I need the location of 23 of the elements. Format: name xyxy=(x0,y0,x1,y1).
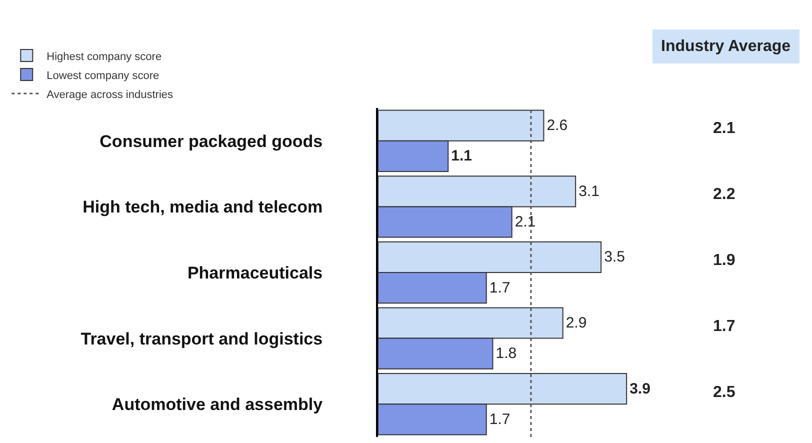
y-tick-label: Consumer packaged goods xyxy=(100,132,323,151)
text: 1.9 xyxy=(713,252,736,269)
text: 1.7 xyxy=(713,318,736,335)
data-label: 2.6 xyxy=(546,117,568,134)
legend-label: Average across industries xyxy=(46,88,174,101)
data-label: 1.7 xyxy=(489,279,510,296)
text: Industry Average xyxy=(661,38,791,55)
data-label: 3.9 xyxy=(630,380,650,398)
data-label: 3.1 xyxy=(578,182,600,200)
data-label: 1.7 xyxy=(489,410,510,428)
text: 2.2 xyxy=(713,186,736,203)
text: 2.1 xyxy=(713,120,736,137)
legend-label: Lowest company score xyxy=(46,70,160,82)
data-label: 2.9 xyxy=(566,314,587,332)
data-label: 1.1 xyxy=(451,148,472,165)
y-tick-label: Automotive and assembly xyxy=(112,395,324,414)
legend-label: Highest company score xyxy=(46,50,162,63)
text: 2.5 xyxy=(713,384,736,401)
y-tick-label: Travel, transport and logistics xyxy=(80,329,323,348)
data-label: 1.8 xyxy=(496,345,517,362)
data-label: 3.5 xyxy=(604,248,625,266)
y-tick-label: Pharmaceuticals xyxy=(187,263,323,282)
y-tick-label: High tech, media and telecom xyxy=(82,198,323,217)
